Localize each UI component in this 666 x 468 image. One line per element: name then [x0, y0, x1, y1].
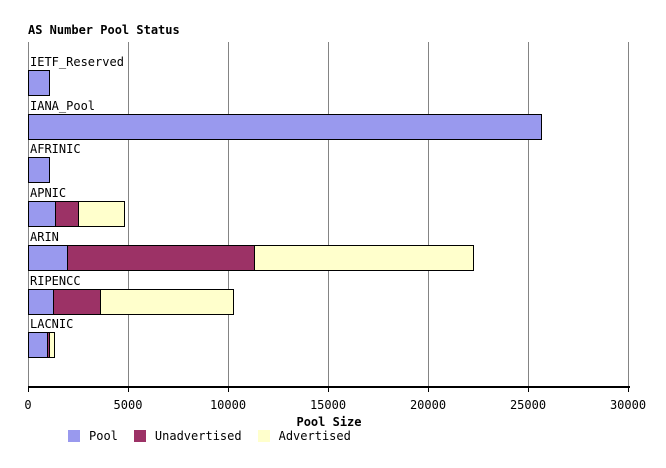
bar-segment-APNIC-pool	[28, 201, 56, 228]
x-tick-label-0: 0	[24, 398, 32, 412]
legend-swatch-advertised	[257, 430, 270, 442]
category-label-IETF_Reserved: IETF_Reserved	[30, 55, 126, 69]
x-tick-label-30000: 30000	[609, 398, 647, 412]
category-label-APNIC: APNIC	[30, 186, 69, 201]
gridline-5000	[128, 42, 129, 386]
x-tick-label-10000: 10000	[209, 398, 247, 412]
bar-IETF_Reserved	[28, 70, 50, 96]
x-tick-label-20000: 20000	[409, 398, 447, 412]
gridline-25000	[528, 42, 529, 386]
legend-label-unadvertised: Unadvertised	[154, 429, 242, 443]
bar-IANA_Pool	[28, 113, 542, 140]
bar-segment-LACNIC-pool	[28, 332, 48, 359]
x-tick-mark-20000	[428, 388, 429, 392]
plot-area: IETF_Reserved IANA_Pool AFRINIC APNIC ARIN RI…	[28, 42, 630, 388]
bar-RIPENCC	[28, 288, 234, 315]
bar-segment-APNIC-unadvertised	[55, 201, 79, 228]
bar-segment-ARIN-pool	[28, 244, 68, 271]
x-tick-mark-5000	[128, 388, 129, 392]
legend-item-advertised: Advertised	[257, 429, 351, 443]
x-tick-mark-25000	[528, 388, 529, 392]
bar-segment-ARIN-advertised	[254, 244, 474, 271]
category-label-LACNIC: LACNIC	[30, 317, 76, 332]
bar-segment-ARIN-unadvertised	[67, 244, 255, 271]
bar-segment-RIPENCC-pool	[28, 288, 54, 315]
legend-swatch-pool	[68, 430, 80, 442]
gridline-15000	[328, 42, 329, 386]
legend-label-advertised: Advertised	[278, 429, 351, 443]
x-tick-mark-15000	[328, 388, 329, 392]
legend-swatch-unadvertised	[133, 430, 146, 442]
bar-segment-APNIC-advertised	[78, 201, 125, 228]
x-tick-label-25000: 25000	[509, 398, 547, 412]
category-label-ARIN: ARIN	[30, 229, 61, 244]
bar-segment-LACNIC-advertised	[49, 332, 55, 359]
legend-label-pool: Pool	[89, 429, 118, 443]
chart-title: AS Number Pool Status	[28, 23, 180, 37]
bar-LACNIC	[28, 332, 55, 359]
bar-segment-AFRINIC-pool	[28, 157, 50, 184]
bar-APNIC	[28, 201, 125, 228]
gridline-20000	[428, 42, 429, 386]
bar-ARIN	[28, 244, 474, 271]
bar-segment-RIPENCC-unadvertised	[53, 288, 101, 315]
x-tick-label-15000: 15000	[309, 398, 347, 412]
legend: Pool Unadvertised Advertised	[68, 429, 367, 443]
legend-item-unadvertised: Unadvertised	[133, 429, 242, 443]
gridline-10000	[228, 42, 229, 386]
bar-segment-IANA_Pool-pool	[28, 113, 542, 140]
x-tick-mark-30000	[628, 388, 629, 392]
gridline-30000	[628, 42, 629, 386]
x-axis-title: Pool Size	[296, 415, 362, 429]
legend-item-pool: Pool	[68, 429, 118, 443]
bar-AFRINIC	[28, 157, 50, 184]
category-label-AFRINIC: AFRINIC	[30, 142, 83, 157]
x-tick-mark-10000	[228, 388, 229, 392]
bar-segment-RIPENCC-advertised	[100, 288, 234, 315]
bar-segment-IETF_Reserved-pool	[28, 70, 50, 96]
x-tick-mark-0	[28, 388, 29, 392]
category-label-IANA_Pool: IANA_Pool	[30, 98, 98, 113]
category-label-RIPENCC: RIPENCC	[30, 273, 83, 288]
x-tick-label-5000: 5000	[113, 398, 143, 412]
